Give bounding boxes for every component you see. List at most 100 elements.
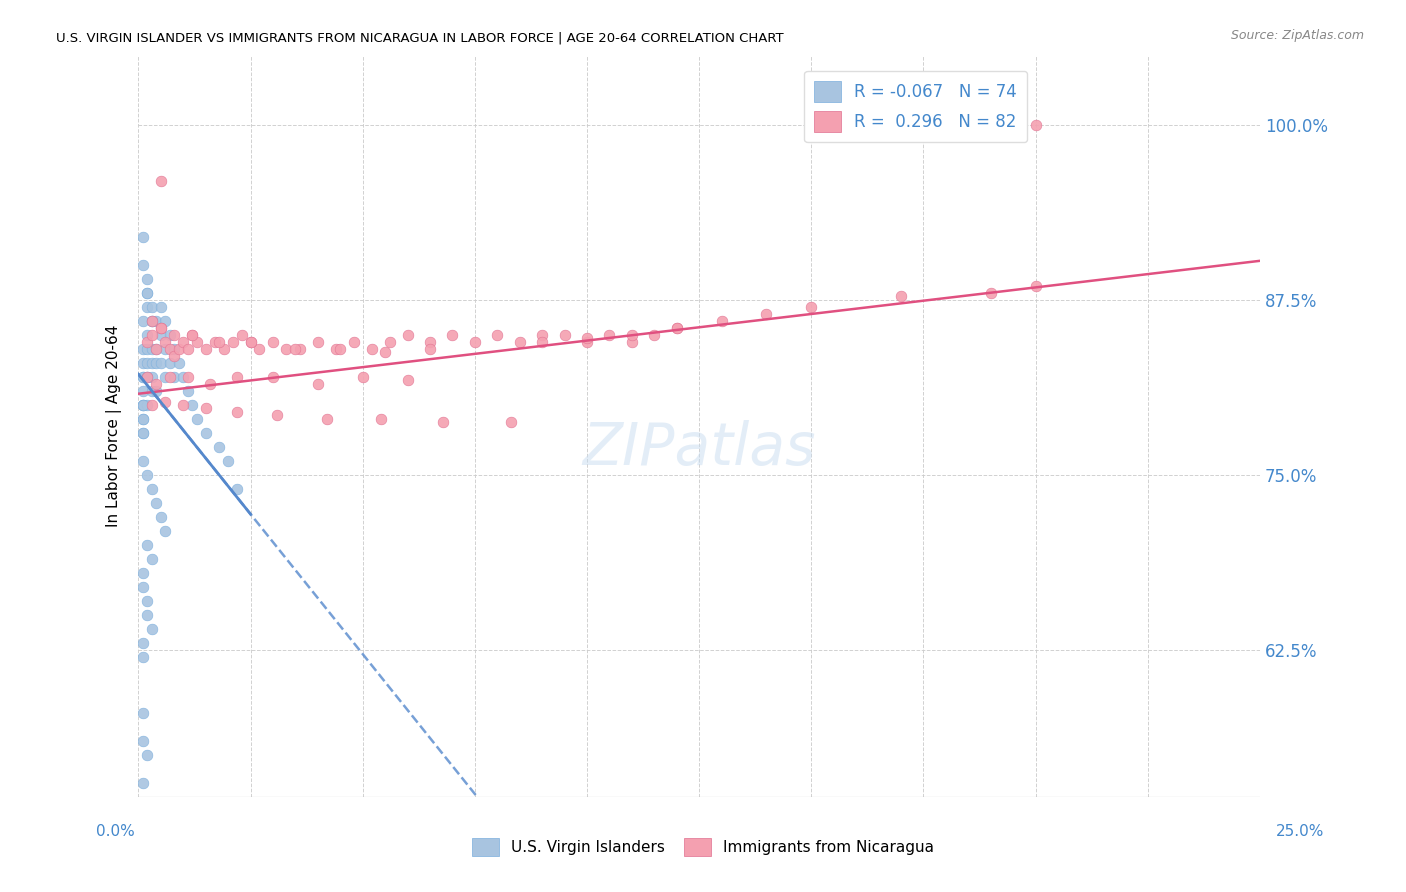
Point bbox=[172, 370, 194, 384]
Point bbox=[181, 328, 204, 343]
Point bbox=[800, 300, 823, 314]
Point bbox=[132, 425, 155, 440]
Point bbox=[149, 356, 172, 370]
Point bbox=[620, 334, 643, 349]
Point bbox=[231, 328, 253, 343]
Point bbox=[132, 412, 155, 426]
Point bbox=[132, 733, 155, 747]
Point bbox=[204, 334, 226, 349]
Point bbox=[208, 334, 231, 349]
Point bbox=[352, 370, 374, 384]
Point bbox=[155, 342, 177, 356]
Point bbox=[315, 412, 337, 426]
Point bbox=[155, 370, 177, 384]
Point bbox=[194, 342, 217, 356]
Point bbox=[136, 370, 159, 384]
Point bbox=[145, 314, 167, 328]
Point bbox=[554, 328, 576, 343]
Point bbox=[262, 334, 284, 349]
Point bbox=[163, 342, 186, 356]
Point bbox=[276, 342, 298, 356]
Point bbox=[575, 334, 598, 349]
Point bbox=[132, 370, 155, 384]
Point bbox=[132, 342, 155, 356]
Point bbox=[132, 384, 155, 398]
Point bbox=[132, 314, 155, 328]
Point bbox=[575, 331, 598, 345]
Point bbox=[141, 552, 163, 566]
Point bbox=[159, 356, 181, 370]
Point bbox=[441, 328, 464, 343]
Point bbox=[217, 454, 239, 468]
Point bbox=[149, 328, 172, 343]
Point bbox=[136, 272, 159, 286]
Point bbox=[620, 328, 643, 343]
Point bbox=[177, 342, 200, 356]
Point bbox=[288, 342, 311, 356]
Legend: R = -0.067   N = 74, R =  0.296   N = 82: R = -0.067 N = 74, R = 0.296 N = 82 bbox=[804, 70, 1028, 142]
Point bbox=[141, 300, 163, 314]
Point bbox=[149, 321, 172, 335]
Point bbox=[325, 342, 347, 356]
Point bbox=[141, 398, 163, 412]
Point bbox=[132, 398, 155, 412]
Point bbox=[149, 300, 172, 314]
Point bbox=[177, 384, 200, 398]
Point bbox=[464, 334, 486, 349]
Point bbox=[163, 349, 186, 363]
Point bbox=[159, 370, 181, 384]
Point bbox=[307, 376, 329, 391]
Point bbox=[132, 258, 155, 272]
Point bbox=[186, 412, 208, 426]
Point bbox=[198, 376, 221, 391]
Point bbox=[370, 412, 392, 426]
Point bbox=[145, 376, 167, 391]
Point bbox=[132, 580, 155, 594]
Point bbox=[226, 405, 249, 419]
Point bbox=[890, 289, 912, 303]
Point bbox=[132, 398, 155, 412]
Point bbox=[132, 454, 155, 468]
Point bbox=[163, 370, 186, 384]
Point bbox=[132, 412, 155, 426]
Point bbox=[419, 334, 441, 349]
Point bbox=[755, 307, 778, 321]
Point bbox=[155, 314, 177, 328]
Point bbox=[643, 328, 665, 343]
Point bbox=[145, 356, 167, 370]
Point bbox=[509, 334, 531, 349]
Point bbox=[141, 356, 163, 370]
Legend: U.S. Virgin Islanders, Immigrants from Nicaragua: U.S. Virgin Islanders, Immigrants from N… bbox=[465, 832, 941, 862]
Point bbox=[374, 344, 396, 359]
Point bbox=[136, 328, 159, 343]
Text: U.S. VIRGIN ISLANDER VS IMMIGRANTS FROM NICARAGUA IN LABOR FORCE | AGE 20-64 COR: U.S. VIRGIN ISLANDER VS IMMIGRANTS FROM … bbox=[56, 31, 785, 45]
Point bbox=[136, 356, 159, 370]
Point bbox=[262, 370, 284, 384]
Point bbox=[396, 373, 419, 387]
Point bbox=[136, 370, 159, 384]
Point bbox=[167, 356, 190, 370]
Point bbox=[360, 342, 382, 356]
Point bbox=[141, 342, 163, 356]
Point bbox=[145, 342, 167, 356]
Point bbox=[1025, 279, 1047, 293]
Point bbox=[136, 398, 159, 412]
Point bbox=[307, 334, 329, 349]
Point bbox=[132, 636, 155, 650]
Point bbox=[145, 496, 167, 510]
Point bbox=[136, 538, 159, 552]
Point bbox=[141, 370, 163, 384]
Point bbox=[177, 370, 200, 384]
Point bbox=[531, 328, 554, 343]
Point bbox=[181, 398, 204, 412]
Point bbox=[136, 285, 159, 300]
Point bbox=[598, 328, 620, 343]
Y-axis label: In Labor Force | Age 20-64: In Labor Force | Age 20-64 bbox=[107, 325, 122, 527]
Point bbox=[163, 328, 186, 343]
Point bbox=[132, 356, 155, 370]
Point bbox=[159, 342, 181, 356]
Point bbox=[132, 425, 155, 440]
Point bbox=[155, 524, 177, 538]
Point bbox=[226, 370, 249, 384]
Point bbox=[149, 321, 172, 335]
